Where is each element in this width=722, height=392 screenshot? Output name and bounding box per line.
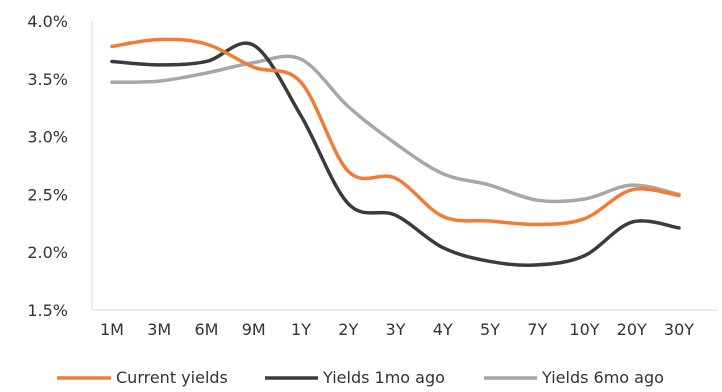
y-tick-label: 1.5% xyxy=(27,301,68,320)
legend-item: Current yields xyxy=(57,368,228,387)
legend-item: Yields 1mo ago xyxy=(265,368,445,387)
x-tick-label: 1Y xyxy=(291,320,311,339)
x-tick-label: 6M xyxy=(195,320,219,339)
y-axis-ticks: 1.5% 2.0% 2.5% 3.0% 3.5% 4.0% xyxy=(27,12,68,320)
legend: Current yields Yields 1mo ago Yields 6mo a… xyxy=(57,368,664,387)
x-tick-label: 5Y xyxy=(480,320,500,339)
x-tick-label: 4Y xyxy=(433,320,453,339)
series-line-current-yields xyxy=(110,37,681,227)
x-tick-label: 2Y xyxy=(338,320,358,339)
x-tick-label: 3Y xyxy=(386,320,406,339)
legend-label: Yields 1mo ago xyxy=(322,368,445,387)
x-tick-label: 10Y xyxy=(569,320,599,339)
x-tick-label: 7Y xyxy=(527,320,547,339)
legend-item: Yields 6mo ago xyxy=(484,368,664,387)
x-tick-label: 1M xyxy=(100,320,124,339)
legend-label: Yields 6mo ago xyxy=(541,368,664,387)
x-tick-label: 3M xyxy=(147,320,171,339)
y-tick-label: 2.0% xyxy=(27,243,68,262)
axes xyxy=(91,21,718,311)
legend-label: Current yields xyxy=(116,368,228,387)
x-tick-label: 20Y xyxy=(617,320,647,339)
series-lines xyxy=(110,37,681,267)
y-tick-label: 3.5% xyxy=(27,70,68,89)
x-axis-ticks: 1M 3M 6M 9M 1Y 2Y 3Y 4Y 5Y 7Y 10Y 20Y 30Y xyxy=(100,320,694,339)
series-line-yields-6mo-ago xyxy=(110,54,681,204)
y-tick-label: 3.0% xyxy=(27,128,68,147)
y-tick-label: 2.5% xyxy=(27,185,68,204)
x-tick-label: 9M xyxy=(242,320,266,339)
y-tick-label: 4.0% xyxy=(27,12,68,31)
x-tick-label: 30Y xyxy=(664,320,694,339)
series-line-yields-1mo-ago xyxy=(110,41,681,267)
